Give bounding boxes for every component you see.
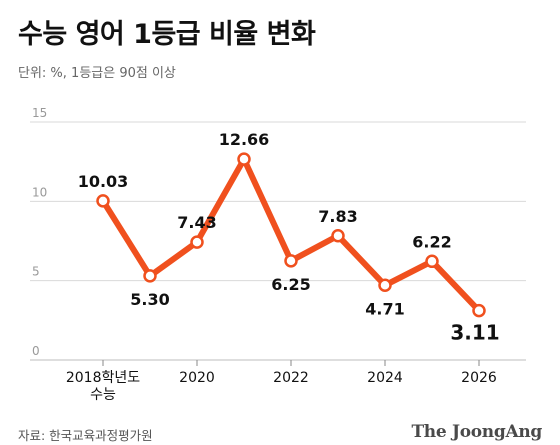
x-tick-label: 2020: [179, 370, 215, 386]
data-label: 6.25: [271, 275, 310, 294]
data-point: [284, 254, 298, 268]
x-tick-label: 2024: [367, 370, 403, 386]
x-tick-label: 수능: [90, 387, 116, 403]
data-point: [378, 278, 392, 293]
data-label: 10.03: [78, 172, 129, 191]
data-label: 7.43: [177, 213, 216, 232]
data-point: [472, 303, 486, 318]
data-label: 3.11: [450, 321, 499, 345]
x-tick-label: 2026: [461, 370, 497, 386]
data-point: [143, 269, 157, 283]
y-tick-label: 10: [32, 185, 47, 199]
data-point: [425, 254, 439, 269]
data-label: 4.71: [365, 299, 404, 318]
chart-subtitle: 단위: %, 1등급은 90점 이상: [18, 66, 176, 81]
data-label: 5.30: [130, 290, 169, 309]
data-point: [96, 194, 110, 208]
x-tick-label: 2018학년도: [66, 370, 140, 386]
data-label: 7.83: [318, 207, 357, 226]
data-point: [331, 229, 345, 243]
source-note: 자료: 한국교육과정평가원: [18, 428, 153, 443]
y-tick-label: 15: [32, 106, 47, 120]
publisher-logo: The JoongAng: [411, 422, 542, 442]
y-tick-label: 5: [32, 265, 40, 279]
chart-title: 수능 영어 1등급 비율 변화: [18, 19, 316, 50]
data-label: 6.22: [412, 232, 451, 251]
data-label: 12.66: [219, 130, 270, 149]
x-tick-label: 2022: [273, 370, 309, 386]
y-tick-label: 0: [32, 344, 40, 358]
data-point: [190, 235, 204, 249]
data-point: [237, 152, 251, 166]
